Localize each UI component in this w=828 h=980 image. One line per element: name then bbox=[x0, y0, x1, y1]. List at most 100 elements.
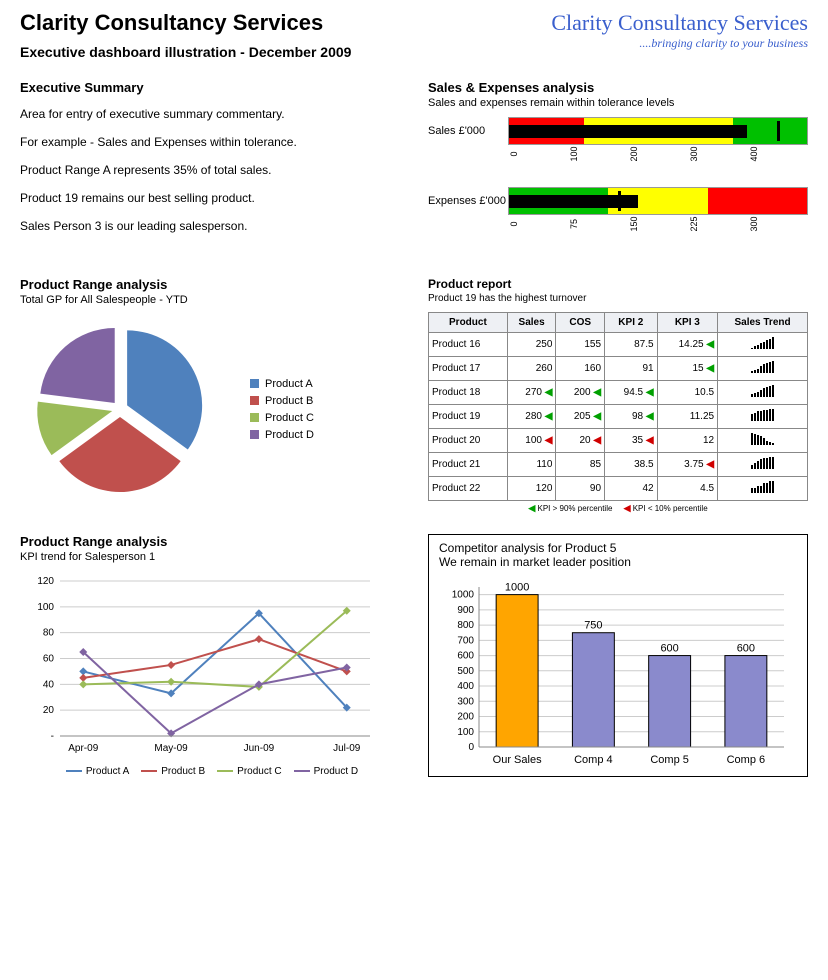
legend-item: Product A bbox=[250, 378, 314, 390]
legend-label: Product A bbox=[265, 378, 313, 390]
bullet-label: Expenses £'000 bbox=[428, 195, 508, 207]
svg-text:Jun-09: Jun-09 bbox=[244, 743, 275, 754]
competitor-title: Competitor analysis for Product 5 bbox=[439, 541, 797, 555]
legend-item: Product A bbox=[62, 766, 129, 777]
pie-subtitle: Total GP for All Salespeople - YTD bbox=[20, 294, 400, 306]
exec-line: Product 19 remains our best selling prod… bbox=[20, 191, 400, 205]
svg-text:400: 400 bbox=[457, 681, 474, 692]
page-subtitle: Executive dashboard illustration - Decem… bbox=[20, 44, 351, 60]
bullet-chart: Sales £'000 bbox=[428, 117, 808, 145]
pie-title: Product Range analysis bbox=[20, 277, 400, 292]
sales-exp-subtitle: Sales and expenses remain within toleran… bbox=[428, 97, 808, 109]
pie-panel: Product Range analysis Total GP for All … bbox=[20, 277, 400, 514]
product-report-title: Product report bbox=[428, 277, 808, 291]
exec-line: Product Range A represents 35% of total … bbox=[20, 163, 400, 177]
svg-text:600: 600 bbox=[457, 651, 474, 662]
competitor-subtitle: We remain in market leader position bbox=[439, 555, 797, 569]
sparkline bbox=[751, 433, 774, 445]
competitor-panel: Competitor analysis for Product 5 We rem… bbox=[428, 534, 808, 777]
pie-legend: Product A Product B Product C Product D bbox=[250, 373, 314, 446]
legend-item: Product C bbox=[250, 412, 314, 424]
legend-item: Product B bbox=[250, 395, 314, 407]
svg-text:600: 600 bbox=[660, 643, 678, 655]
svg-text:May-09: May-09 bbox=[154, 743, 188, 754]
table-row: Product 18270 ◀200 ◀94.5 ◀10.5 bbox=[429, 381, 808, 405]
logo-main: Clarity Consultancy Services bbox=[551, 10, 808, 36]
svg-text:Comp 4: Comp 4 bbox=[574, 754, 613, 766]
table-row: Product 2212090424.5 bbox=[429, 477, 808, 501]
legend-swatch bbox=[250, 413, 259, 422]
line-chart: - 20 40 60 80 100 120 Apr-09 May-09 Jun-09 Jul-09 bbox=[20, 571, 380, 761]
legend-swatch bbox=[250, 379, 259, 388]
col-header: Sales bbox=[507, 313, 556, 333]
sparkline bbox=[751, 337, 774, 349]
svg-text:750: 750 bbox=[584, 620, 602, 632]
col-header: KPI 2 bbox=[605, 313, 658, 333]
exec-line: Area for entry of executive summary comm… bbox=[20, 107, 400, 121]
col-header: Product bbox=[429, 313, 508, 333]
executive-summary: Executive Summary Area for entry of exec… bbox=[20, 80, 400, 257]
legend-swatch bbox=[250, 396, 259, 405]
legend-label: Product D bbox=[265, 429, 314, 441]
svg-text:-: - bbox=[51, 731, 54, 742]
svg-text:100: 100 bbox=[37, 602, 54, 613]
table-row: Product 19280 ◀205 ◀98 ◀11.25 bbox=[429, 405, 808, 429]
svg-text:Apr-09: Apr-09 bbox=[68, 743, 98, 754]
footer-red: KPI < 10% percentile bbox=[633, 504, 708, 513]
legend-item: Product C bbox=[213, 766, 281, 777]
page-title: Clarity Consultancy Services bbox=[20, 10, 351, 36]
col-header: KPI 3 bbox=[657, 313, 717, 333]
table-row: Product 172601609115 ◀ bbox=[429, 357, 808, 381]
svg-text:60: 60 bbox=[43, 654, 55, 665]
sparkline bbox=[751, 481, 774, 493]
svg-text:Comp 6: Comp 6 bbox=[727, 754, 766, 766]
exec-line: For example - Sales and Expenses within … bbox=[20, 135, 400, 149]
svg-text:800: 800 bbox=[457, 620, 474, 631]
legend-label: Product C bbox=[265, 412, 314, 424]
table-footer: ◀ KPI > 90% percentile ◀ KPI < 10% perce… bbox=[428, 503, 808, 514]
svg-text:1000: 1000 bbox=[505, 582, 529, 594]
svg-text:40: 40 bbox=[43, 679, 55, 690]
bullet-label: Sales £'000 bbox=[428, 125, 508, 137]
legend-item: Product D bbox=[250, 429, 314, 441]
legend-item: Product B bbox=[137, 766, 205, 777]
svg-text:80: 80 bbox=[43, 628, 55, 639]
svg-text:100: 100 bbox=[457, 727, 474, 738]
sales-expenses-panel: Sales & Expenses analysis Sales and expe… bbox=[428, 80, 808, 257]
sparkline bbox=[751, 361, 774, 373]
sparkline bbox=[751, 457, 774, 469]
svg-text:Our Sales: Our Sales bbox=[493, 754, 542, 766]
svg-text:Comp 5: Comp 5 bbox=[650, 754, 689, 766]
sparkline bbox=[751, 409, 774, 421]
svg-text:20: 20 bbox=[43, 705, 55, 716]
exec-summary-title: Executive Summary bbox=[20, 80, 400, 95]
bar-chart: 010020030040050060070080090010001000Our … bbox=[439, 569, 789, 769]
legend-label: Product B bbox=[265, 395, 313, 407]
pie-chart bbox=[20, 314, 230, 504]
legend-item: Product D bbox=[290, 766, 358, 777]
svg-text:700: 700 bbox=[457, 635, 474, 646]
table-row: Product 211108538.53.75 ◀ bbox=[429, 453, 808, 477]
col-header: Sales Trend bbox=[718, 313, 808, 333]
product-report-panel: Product report Product 19 has the highes… bbox=[428, 277, 808, 514]
table-row: Product 20100 ◀20 ◀35 ◀12 bbox=[429, 429, 808, 453]
kpi-subtitle: KPI trend for Salesperson 1 bbox=[20, 551, 400, 563]
kpi-title: Product Range analysis bbox=[20, 534, 400, 549]
table-row: Product 1625015587.514.25 ◀ bbox=[429, 333, 808, 357]
legend-swatch bbox=[250, 430, 259, 439]
col-header: COS bbox=[556, 313, 605, 333]
product-report-subtitle: Product 19 has the highest turnover bbox=[428, 293, 808, 304]
sparkline bbox=[751, 385, 774, 397]
svg-text:300: 300 bbox=[457, 696, 474, 707]
logo-tagline: ....bringing clarity to your business bbox=[551, 36, 808, 51]
kpi-trend-panel: Product Range analysis KPI trend for Sal… bbox=[20, 534, 400, 777]
svg-text:0: 0 bbox=[468, 742, 474, 753]
logo: Clarity Consultancy Services ....bringin… bbox=[551, 10, 808, 51]
svg-text:Jul-09: Jul-09 bbox=[333, 743, 361, 754]
svg-text:200: 200 bbox=[457, 712, 474, 723]
exec-line: Sales Person 3 is our leading salesperso… bbox=[20, 219, 400, 233]
svg-text:120: 120 bbox=[37, 576, 54, 587]
svg-text:900: 900 bbox=[457, 605, 474, 616]
svg-text:1000: 1000 bbox=[452, 590, 475, 601]
sales-exp-title: Sales & Expenses analysis bbox=[428, 80, 808, 95]
